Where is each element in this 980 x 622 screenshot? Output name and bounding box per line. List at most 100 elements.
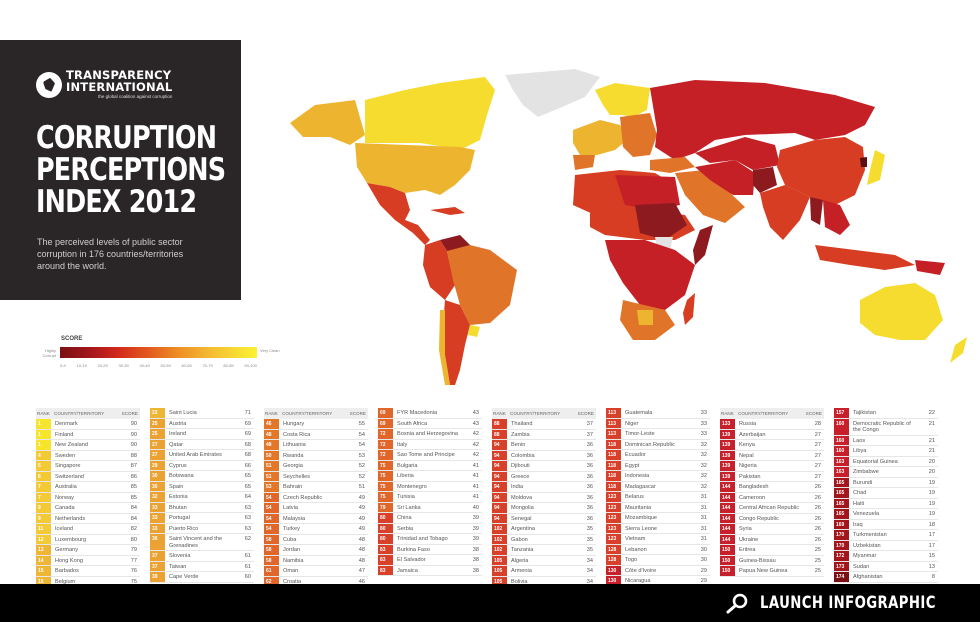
country-cell: Bhutan: [169, 504, 187, 511]
table-row: 170 Uzbekistan 17: [834, 540, 938, 551]
country-cell: Mauritania: [625, 504, 652, 511]
legend-tick: 90-100: [244, 363, 257, 368]
country-cell: Equatorial Guinea: [853, 458, 898, 465]
country-cell: Congo Republic: [739, 515, 779, 522]
score-cell: 29: [700, 567, 707, 574]
legend-tick: 30-39: [118, 363, 129, 368]
map-region-brazil: [447, 245, 517, 325]
country-cell: Croatia: [283, 578, 302, 585]
score-cell: 36: [586, 452, 593, 459]
score-cell: 13: [928, 563, 935, 570]
country-cell: Cuba: [283, 536, 297, 543]
table-row: 160 Laos 21: [834, 435, 938, 446]
score-cell: 52: [358, 463, 365, 469]
title-line-1: CORRUPTION: [36, 120, 217, 156]
country-cell: Pakistan: [739, 473, 761, 480]
score-cell: 49: [358, 494, 365, 501]
country-cell: Bulgaria: [397, 462, 418, 469]
map-region-russia: [650, 80, 875, 160]
country-cell: Belgium: [55, 578, 76, 585]
score-cell: 36: [586, 484, 593, 490]
table-row: 58 Jordan 48: [264, 545, 368, 556]
rank-cell: 172: [834, 551, 849, 561]
score-cell: 32: [700, 452, 707, 458]
rank-cell: 118: [606, 481, 621, 491]
rank-cell: 113: [606, 408, 621, 418]
table-row: 105 Bolivia 34: [492, 576, 596, 584]
country-cell: Kenya: [739, 442, 755, 448]
country-cell: Nicaragua: [625, 578, 651, 584]
rank-cell: 72: [378, 439, 393, 449]
country-cell: Syria: [739, 526, 752, 532]
map-region-andes: [423, 240, 455, 300]
table-row: 72 Sao Tome and Principe 42: [378, 450, 482, 461]
score-cell: 31: [700, 536, 707, 542]
rank-cell: 37: [150, 551, 165, 561]
rank-cell: 12: [36, 534, 51, 544]
table-row: 163 Equatorial Guinea 20: [834, 456, 938, 467]
table-row: 72 Bosnia and Herzegovina 42: [378, 429, 482, 440]
score-cell: 32: [700, 483, 707, 490]
country-cell: Colombia: [511, 452, 535, 459]
score-cell: 25: [814, 557, 821, 564]
score-cell: 30: [700, 557, 707, 563]
country-cell: Trinidad and Tobago: [397, 536, 448, 542]
country-cell: Guatemala: [625, 410, 653, 416]
table-row: 139 Pakistan 27: [720, 471, 824, 482]
table-row: 13 Germany 79: [36, 545, 140, 556]
country-cell: Qatar: [169, 441, 183, 448]
country-cell: Sri Lanka: [397, 504, 421, 511]
map-region-australia: [860, 283, 943, 340]
country-cell: Denmark: [55, 421, 78, 427]
launch-infographic-button[interactable]: LAUNCH INFOGRAPHIC: [724, 592, 960, 614]
table-row: 165 Venezuela 19: [834, 509, 938, 520]
map-region-turkey: [650, 157, 695, 173]
table-row: 150 Guinea-Bissau 25: [720, 555, 824, 566]
rankings-column-3: RANK COUNTRY/TERRITORY SCORE 46 Hungary 55 48 C…: [264, 408, 368, 584]
map-region-argentina: [443, 300, 470, 385]
rank-cell: 163: [834, 456, 849, 466]
score-cell: 34: [586, 557, 593, 564]
score-cell: 39: [472, 515, 479, 521]
country-cell: Nepal: [739, 452, 754, 459]
rank-cell: 174: [834, 572, 849, 582]
rank-cell: 7: [36, 482, 51, 492]
rank-cell: 32: [150, 492, 165, 502]
country-cell: Estonia: [169, 494, 188, 500]
score-cell: 90: [130, 442, 137, 448]
rankings-column-2: 22 Saint Lucia 71 25 Austria 69 25 Ireland 69 27 Q…: [150, 408, 254, 583]
map-region-usa: [355, 143, 475, 195]
country-cell: Germany: [55, 547, 79, 553]
header-score: SCORE: [805, 411, 822, 416]
table-row: 48 Costa Rica 54: [264, 429, 368, 440]
table-header: RANK COUNTRY/TERRITORY SCORE: [36, 408, 140, 419]
country-cell: Norway: [55, 494, 74, 501]
rank-cell: 173: [834, 561, 849, 571]
rankings-column-4: 69 FYR Macedonia 43 69 South Africa 43 72 Bosni…: [378, 408, 482, 576]
score-cell: 63: [244, 525, 251, 532]
rank-cell: 118: [606, 471, 621, 481]
score-cell: 32: [700, 462, 707, 469]
country-cell: Spain: [169, 483, 184, 490]
score-cell: 63: [244, 515, 251, 521]
rank-cell: 133: [720, 419, 735, 429]
country-cell: Ukraine: [739, 536, 759, 543]
rank-cell: 139: [720, 471, 735, 481]
table-row: 7 Australia 85: [36, 482, 140, 493]
score-cell: 17: [928, 542, 935, 549]
table-row: 139 Nepal 27: [720, 450, 824, 461]
table-row: 7 Norway 85: [36, 492, 140, 503]
table-row: 75 Montenegro 41: [378, 481, 482, 492]
rank-cell: 128: [606, 544, 621, 554]
country-cell: Zambia: [511, 431, 530, 438]
rank-cell: 102: [492, 534, 507, 544]
score-cell: 21: [928, 420, 935, 427]
rank-cell: 25: [150, 429, 165, 439]
country-cell: Serbia: [397, 525, 414, 532]
country-cell: Central African Republic: [739, 505, 800, 511]
table-row: 94 Greece 36: [492, 471, 596, 482]
score-cell: 37: [586, 431, 593, 438]
score-cell: 66: [244, 462, 251, 469]
country-cell: Bosnia and Herzegovina: [397, 431, 458, 437]
rank-cell: 144: [720, 503, 735, 513]
